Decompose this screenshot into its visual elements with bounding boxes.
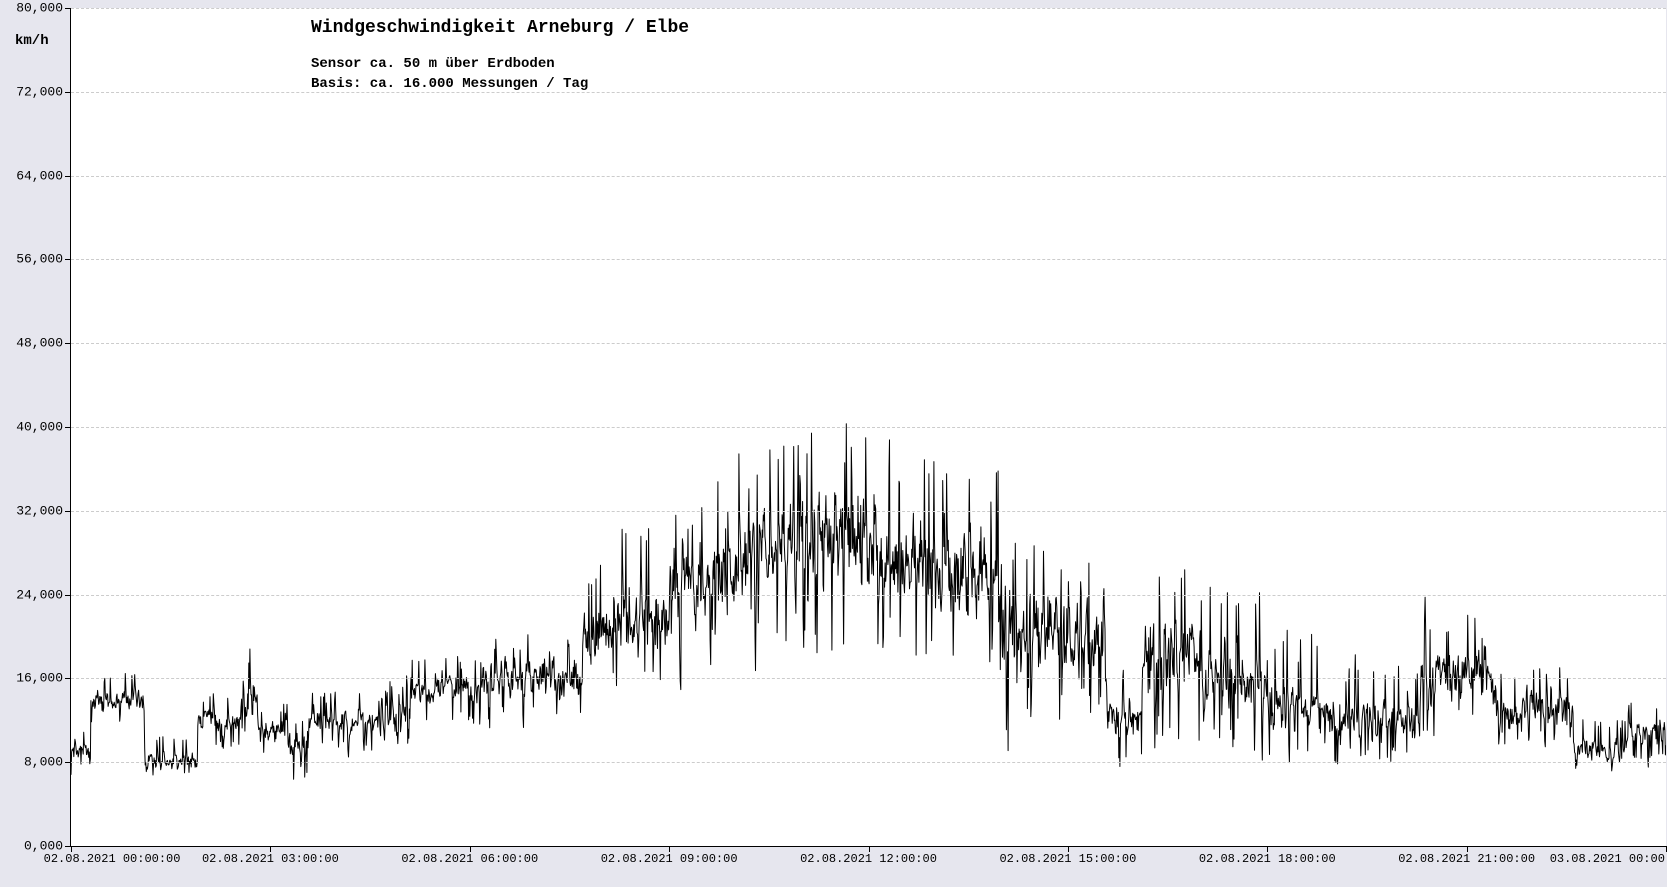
grid-line: [71, 762, 1666, 763]
y-tick-label: 72,000: [16, 84, 63, 99]
y-tick-mark: [65, 678, 71, 679]
chart-subtitle-1: Sensor ca. 50 m über Erdboden: [311, 56, 555, 72]
y-tick-label: 64,000: [16, 168, 63, 183]
y-tick-mark: [65, 176, 71, 177]
x-tick-label: 03.08.2021 00:00:00: [1550, 852, 1667, 866]
y-tick-label: 80,000: [16, 1, 63, 16]
chart-subtitle-2: Basis: ca. 16.000 Messungen / Tag: [311, 76, 588, 92]
y-tick-label: 8,000: [24, 755, 63, 770]
x-tick-label: 02.08.2021 15:00:00: [999, 852, 1136, 866]
y-tick-label: 56,000: [16, 252, 63, 267]
y-tick-mark: [65, 8, 71, 9]
plot-area: Windgeschwindigkeit Arneburg / Elbe Sens…: [70, 8, 1666, 847]
y-tick-label: 40,000: [16, 420, 63, 435]
grid-line: [71, 511, 1666, 512]
x-tick-label: 02.08.2021 12:00:00: [800, 852, 937, 866]
y-tick-mark: [65, 343, 71, 344]
y-tick-mark: [65, 427, 71, 428]
x-tick-label: 02.08.2021 00:00:00: [44, 852, 181, 866]
x-tick-label: 02.08.2021 03:00:00: [202, 852, 339, 866]
y-tick-mark: [65, 511, 71, 512]
grid-line: [71, 259, 1666, 260]
y-tick-mark: [65, 92, 71, 93]
grid-line: [71, 427, 1666, 428]
x-tick-label: 02.08.2021 09:00:00: [601, 852, 738, 866]
y-tick-mark: [65, 259, 71, 260]
y-tick-label: 32,000: [16, 503, 63, 518]
grid-line: [71, 176, 1666, 177]
x-tick-label: 02.08.2021 06:00:00: [401, 852, 538, 866]
y-tick-label: 16,000: [16, 671, 63, 686]
grid-line: [71, 343, 1666, 344]
y-tick-label: 48,000: [16, 336, 63, 351]
grid-line: [71, 8, 1666, 9]
y-axis-title: km/h: [15, 33, 49, 49]
x-tick-label: 02.08.2021 18:00:00: [1199, 852, 1336, 866]
y-tick-mark: [65, 595, 71, 596]
x-tick-label: 02.08.2021 21:00:00: [1398, 852, 1535, 866]
grid-line: [71, 678, 1666, 679]
grid-line: [71, 595, 1666, 596]
y-tick-label: 24,000: [16, 587, 63, 602]
chart-title: Windgeschwindigkeit Arneburg / Elbe: [311, 18, 689, 38]
y-tick-mark: [65, 762, 71, 763]
